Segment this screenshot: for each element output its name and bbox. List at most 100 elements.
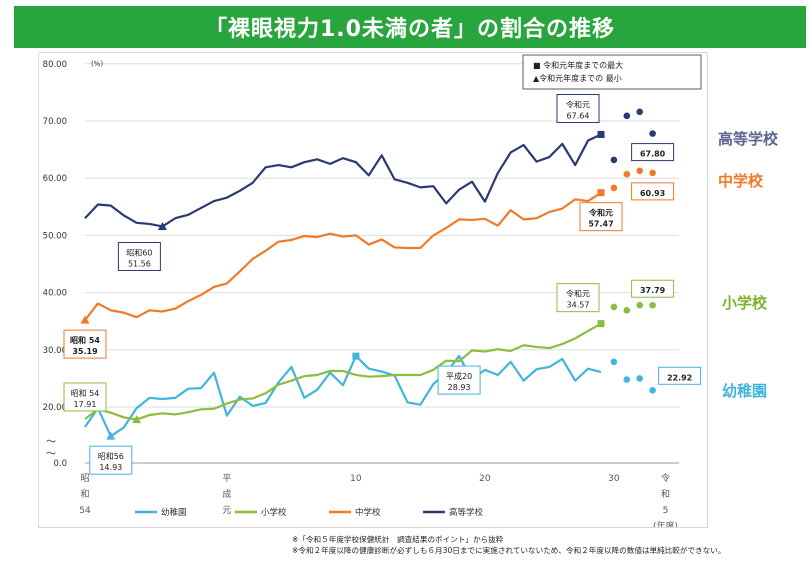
annotation-box xyxy=(437,365,481,395)
y-tick-label: 70.00 xyxy=(43,117,67,127)
y-tick-label: 50.00 xyxy=(43,231,67,241)
annotation-text: 67.64 xyxy=(567,111,590,120)
annotation-text: 22.92 xyxy=(667,373,692,382)
title-banner: 「裸眼視力1.0未満の者」の割合の推移 xyxy=(14,6,806,48)
x-tick-label: (年度) xyxy=(653,520,678,527)
y-tick-label: 40.00 xyxy=(43,289,67,299)
tail-dot xyxy=(649,130,656,137)
tail-dot xyxy=(623,376,631,383)
x-tick-label: 平 xyxy=(222,473,231,484)
annotation-text: 昭和60 xyxy=(126,248,152,257)
annotation-text: 17.91 xyxy=(74,400,97,409)
annotation-box xyxy=(117,241,161,271)
x-tick-label: 10 xyxy=(350,474,362,484)
annotation-box xyxy=(89,445,133,475)
legend-label: 中学校 xyxy=(355,507,381,518)
side-label-kinder: 幼稚園 xyxy=(722,382,768,400)
annotation-text: 57.47 xyxy=(588,220,613,229)
tail-dot xyxy=(610,358,618,366)
series-line-1 xyxy=(84,322,602,421)
annotation-text: 14.93 xyxy=(99,463,122,472)
annotation-box xyxy=(556,93,600,123)
x-tick-label: 54 xyxy=(79,506,91,516)
tail-dot xyxy=(623,170,631,178)
tail-dot xyxy=(623,307,631,314)
axis-break-mark: ～ xyxy=(46,449,56,460)
marker-legend-text: ■ 令和元年度までの最大 xyxy=(533,60,623,70)
x-tick-label: 元 xyxy=(222,506,231,516)
y-tick-label: 60.00 xyxy=(43,174,67,184)
legend-label: 小学校 xyxy=(261,507,287,518)
annotation-text: 昭和56 xyxy=(98,452,124,461)
annotation-text: 67.80 xyxy=(640,150,666,159)
annotation-text: 34.57 xyxy=(567,301,590,310)
annotation-text: 60.93 xyxy=(640,189,665,198)
annotation-text: 令和元 xyxy=(566,99,590,109)
tail-dot xyxy=(649,301,656,309)
y-tick-label: 0.0 xyxy=(53,459,67,469)
chart-panel: 0.0 20.00 30.00 40.00 50.00 60.00 70.00 80.00 (%… xyxy=(38,52,708,528)
annotation-box xyxy=(556,283,600,313)
annotation-box xyxy=(631,182,675,201)
annotation-text: 37.79 xyxy=(640,286,666,295)
side-label-junior: 中学校 xyxy=(718,172,764,190)
x-tick-label: 和 xyxy=(80,489,89,500)
annotation-text: 令和元 xyxy=(566,289,590,299)
x-tick-label: 5 xyxy=(663,506,669,516)
tail-dot xyxy=(636,375,643,382)
marker-legend-box xyxy=(522,54,702,90)
side-label-elem: 小学校 xyxy=(722,294,768,312)
marker-legend-text: ▲令和元年度までの 最小 xyxy=(533,73,622,83)
series-line-3 xyxy=(84,133,602,228)
series-line-0 xyxy=(84,354,602,438)
max-marker xyxy=(597,320,605,328)
annotation-box xyxy=(658,366,702,385)
annotation-text: 昭和 54 xyxy=(70,335,100,345)
tail-dot xyxy=(623,112,631,120)
annotation-box xyxy=(631,279,675,298)
tail-dot xyxy=(649,169,656,177)
max-marker xyxy=(352,352,360,360)
annotation-text: 平成20 xyxy=(446,371,472,381)
y-tick-label: 20.00 xyxy=(43,403,67,413)
annotation-box xyxy=(631,143,675,162)
y-tick-label: 80.00 xyxy=(43,60,67,70)
y-tick-label: 30.00 xyxy=(43,346,67,356)
annotation-box xyxy=(63,382,107,412)
legend-label: 幼稚園 xyxy=(161,507,187,518)
annotation-text: 令和元 xyxy=(588,208,613,218)
max-marker xyxy=(597,189,605,197)
annotation-text: 51.56 xyxy=(128,259,151,268)
y-axis-unit: (%) xyxy=(91,60,103,68)
side-label-high: 高等学校 xyxy=(718,130,779,148)
x-tick-label: 和 xyxy=(661,489,670,500)
tail-dot xyxy=(610,156,618,164)
line-chart: 0.0 20.00 30.00 40.00 50.00 60.00 70.00 80.00 (%… xyxy=(43,54,702,527)
tail-dot xyxy=(636,108,643,116)
annotation-box xyxy=(63,329,107,359)
footnote-source: ※「令和５年度学校保健統計 調査結果のポイント」から抜粋 xyxy=(292,535,504,544)
series-line-2 xyxy=(84,191,602,321)
min-marker xyxy=(80,315,90,324)
annotation-box xyxy=(579,202,623,232)
annotation-text: 昭和 54 xyxy=(71,389,100,398)
x-tick-label: 成 xyxy=(222,488,231,500)
tail-dot xyxy=(636,167,643,175)
tail-dot xyxy=(610,184,618,192)
footnote-caveat: ※令和２年度以降の健康診断が必ずしも６月30日までに実施されていないため、令和２… xyxy=(292,546,726,555)
min-marker xyxy=(157,221,167,230)
axis-break-mark: ～ xyxy=(46,437,56,448)
legend-label: 高等学校 xyxy=(449,507,484,518)
annotation-text: 28.93 xyxy=(448,383,471,392)
tail-dot xyxy=(636,301,643,309)
x-tick-label: 昭 xyxy=(80,473,89,484)
x-tick-label: 30 xyxy=(608,474,620,484)
x-tick-label: 令 xyxy=(661,472,670,484)
tail-dot xyxy=(649,386,656,394)
min-marker xyxy=(106,431,116,440)
page-title: 「裸眼視力1.0未満の者」の割合の推移 xyxy=(205,17,615,42)
tail-dot xyxy=(610,303,618,311)
min-marker xyxy=(132,415,142,424)
x-tick-label: 20 xyxy=(479,474,491,484)
annotation-text: 35.19 xyxy=(72,347,98,356)
